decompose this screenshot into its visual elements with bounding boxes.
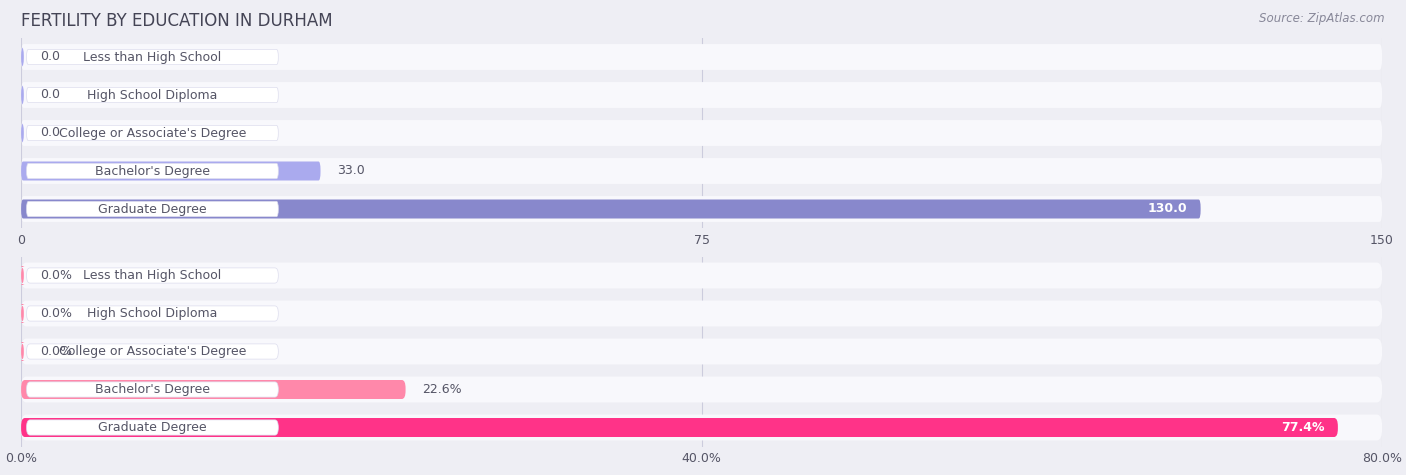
Text: 0.0%: 0.0% bbox=[41, 307, 72, 320]
FancyBboxPatch shape bbox=[27, 49, 278, 65]
FancyBboxPatch shape bbox=[21, 48, 24, 66]
Text: 0.0: 0.0 bbox=[41, 50, 60, 64]
FancyBboxPatch shape bbox=[21, 158, 1382, 184]
FancyBboxPatch shape bbox=[21, 301, 1382, 326]
FancyBboxPatch shape bbox=[21, 200, 1201, 219]
Text: 130.0: 130.0 bbox=[1147, 202, 1187, 216]
FancyBboxPatch shape bbox=[27, 87, 278, 103]
FancyBboxPatch shape bbox=[27, 125, 278, 141]
FancyBboxPatch shape bbox=[21, 196, 1382, 222]
Text: 0.0%: 0.0% bbox=[41, 345, 72, 358]
FancyBboxPatch shape bbox=[21, 263, 1382, 288]
FancyBboxPatch shape bbox=[21, 124, 24, 142]
Text: 77.4%: 77.4% bbox=[1281, 421, 1324, 434]
Text: Bachelor's Degree: Bachelor's Degree bbox=[96, 164, 209, 178]
FancyBboxPatch shape bbox=[21, 44, 1382, 70]
Text: Source: ZipAtlas.com: Source: ZipAtlas.com bbox=[1260, 12, 1385, 25]
Text: High School Diploma: High School Diploma bbox=[87, 88, 218, 102]
Text: High School Diploma: High School Diploma bbox=[87, 307, 218, 320]
FancyBboxPatch shape bbox=[20, 342, 25, 361]
Text: 0.0%: 0.0% bbox=[41, 269, 72, 282]
FancyBboxPatch shape bbox=[21, 162, 321, 180]
Text: Less than High School: Less than High School bbox=[83, 50, 222, 64]
FancyBboxPatch shape bbox=[21, 82, 1382, 108]
FancyBboxPatch shape bbox=[21, 120, 1382, 146]
FancyBboxPatch shape bbox=[20, 266, 25, 285]
Text: 0.0: 0.0 bbox=[41, 88, 60, 102]
Text: Graduate Degree: Graduate Degree bbox=[98, 202, 207, 216]
FancyBboxPatch shape bbox=[20, 304, 25, 323]
FancyBboxPatch shape bbox=[27, 306, 278, 321]
FancyBboxPatch shape bbox=[21, 415, 1382, 440]
Text: Less than High School: Less than High School bbox=[83, 269, 222, 282]
FancyBboxPatch shape bbox=[21, 86, 24, 104]
FancyBboxPatch shape bbox=[27, 163, 278, 179]
FancyBboxPatch shape bbox=[21, 380, 405, 399]
FancyBboxPatch shape bbox=[27, 382, 278, 397]
Text: College or Associate's Degree: College or Associate's Degree bbox=[59, 126, 246, 140]
FancyBboxPatch shape bbox=[21, 418, 1339, 437]
Text: Bachelor's Degree: Bachelor's Degree bbox=[96, 383, 209, 396]
FancyBboxPatch shape bbox=[21, 377, 1382, 402]
Text: 22.6%: 22.6% bbox=[422, 383, 461, 396]
FancyBboxPatch shape bbox=[27, 201, 278, 217]
Text: 0.0: 0.0 bbox=[41, 126, 60, 140]
Text: College or Associate's Degree: College or Associate's Degree bbox=[59, 345, 246, 358]
FancyBboxPatch shape bbox=[27, 344, 278, 359]
Text: FERTILITY BY EDUCATION IN DURHAM: FERTILITY BY EDUCATION IN DURHAM bbox=[21, 12, 333, 30]
Text: Graduate Degree: Graduate Degree bbox=[98, 421, 207, 434]
Text: 33.0: 33.0 bbox=[337, 164, 364, 178]
FancyBboxPatch shape bbox=[21, 339, 1382, 364]
FancyBboxPatch shape bbox=[27, 268, 278, 283]
FancyBboxPatch shape bbox=[27, 420, 278, 435]
